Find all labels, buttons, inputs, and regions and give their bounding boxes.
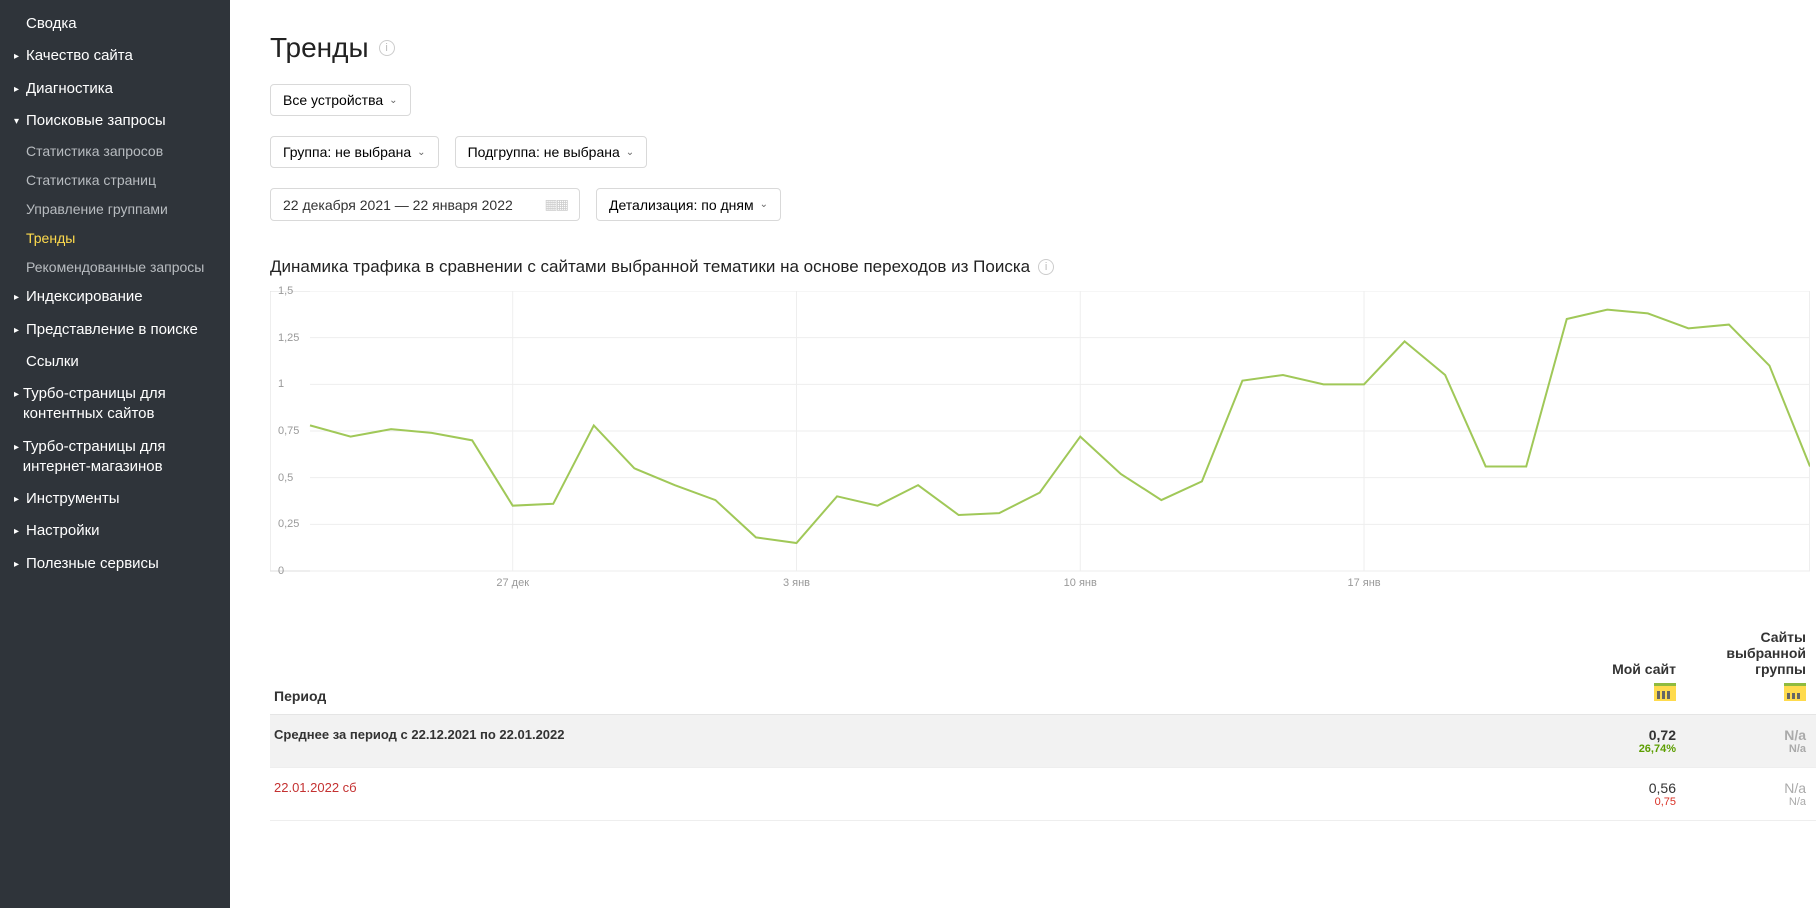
chevron-down-icon: ⌄: [417, 147, 425, 158]
detail-filter-select[interactable]: Детализация: по дням ⌄: [596, 188, 781, 221]
y-tick-label: 0,5: [278, 472, 293, 484]
sidebar-item-label: Турбо-страницы для интернет-магазинов: [23, 437, 216, 478]
subgroup-filter-select[interactable]: Подгруппа: не выбрана ⌄: [455, 136, 648, 168]
x-tick-label: 10 янв: [1064, 577, 1097, 589]
caret-icon: ▸: [14, 525, 24, 539]
sidebar-item-label: Качество сайта: [26, 46, 133, 66]
table-header-mysite: Мой сайт: [1556, 661, 1686, 704]
sidebar-item[interactable]: ▸Инструменты: [0, 483, 230, 515]
sidebar-item-label: Диагностика: [26, 79, 113, 99]
info-icon[interactable]: i: [1038, 259, 1054, 275]
sidebar: Сводка▸Качество сайта▸Диагностика▾Поиско…: [0, 0, 230, 908]
device-filter-label: Все устройства: [283, 92, 383, 108]
group-filter-label: Группа: не выбрана: [283, 144, 411, 160]
sidebar-item[interactable]: ▸Турбо-страницы для интернет-магазинов: [0, 431, 230, 484]
sidebar-item-label: Представление в поиске: [26, 320, 198, 340]
subgroup-filter-label: Подгруппа: не выбрана: [468, 144, 620, 160]
cell-period: 22.01.2022 сб: [270, 780, 1556, 808]
mini-chart-icon[interactable]: [1784, 683, 1806, 701]
detail-filter-label: Детализация: по дням: [609, 197, 754, 213]
sidebar-item-label: Настройки: [26, 521, 100, 541]
table-row[interactable]: 22.01.2022 сб0,560,75N/aN/a: [270, 768, 1816, 821]
y-tick-label: 1,25: [278, 332, 299, 344]
chart-container: 00,250,50,7511,251,527 дек3 янв10 янв17 …: [270, 291, 1816, 591]
caret-icon: ▸: [14, 291, 24, 305]
y-tick-label: 1,5: [278, 285, 293, 297]
x-tick-label: 3 янв: [783, 577, 810, 589]
cell-mysite: 0,7226,74%: [1556, 727, 1686, 755]
table-header-period: Период: [270, 688, 1556, 704]
line-chart: [270, 291, 1810, 591]
sidebar-item-label: Поисковые запросы: [26, 111, 166, 131]
page-title: Тренды i: [270, 32, 1816, 64]
cell-group: N/aN/a: [1686, 780, 1816, 808]
sidebar-sub-item[interactable]: Тренды: [0, 224, 230, 253]
calendar-icon: ▦▦: [545, 196, 567, 213]
chart-title-text: Динамика трафика в сравнении с сайтами в…: [270, 257, 1030, 277]
caret-icon: ▸: [14, 83, 24, 97]
y-tick-label: 1: [278, 378, 284, 390]
y-tick-label: 0,25: [278, 518, 299, 530]
sidebar-item[interactable]: ▸Турбо-страницы для контентных сайтов: [0, 378, 230, 431]
sidebar-sub-item[interactable]: Статистика страниц: [0, 166, 230, 195]
cell-mysite: 0,560,75: [1556, 780, 1686, 808]
page-title-text: Тренды: [270, 32, 369, 64]
table-header-row: Период Мой сайт Сайты выбранной группы: [270, 619, 1816, 715]
x-tick-label: 27 дек: [496, 577, 529, 589]
sidebar-item-label: Ссылки: [26, 352, 79, 372]
sidebar-item[interactable]: ▸Настройки: [0, 515, 230, 547]
date-range-label: 22 декабря 2021 — 22 января 2022: [283, 197, 513, 213]
sidebar-item[interactable]: Ссылки: [0, 346, 230, 378]
y-tick-label: 0,75: [278, 425, 299, 437]
table-row[interactable]: Среднее за период с 22.12.2021 по 22.01.…: [270, 715, 1816, 768]
sidebar-item[interactable]: Сводка: [0, 8, 230, 40]
caret-icon: ▸: [14, 50, 24, 64]
group-filter-select[interactable]: Группа: не выбрана ⌄: [270, 136, 439, 168]
x-tick-label: 17 янв: [1347, 577, 1380, 589]
y-tick-label: 0: [278, 565, 284, 577]
caret-icon: ▸: [14, 558, 24, 572]
chart-section-title: Динамика трафика в сравнении с сайтами в…: [270, 257, 1816, 277]
sidebar-item-label: Инструменты: [26, 489, 120, 509]
sidebar-item-label: Полезные сервисы: [26, 554, 159, 574]
table-header-group: Сайты выбранной группы: [1686, 629, 1816, 704]
caret-icon: ▸: [14, 388, 21, 402]
device-filter-select[interactable]: Все устройства ⌄: [270, 84, 411, 116]
chevron-down-icon: ⌄: [389, 95, 397, 106]
sidebar-item-label: Турбо-страницы для контентных сайтов: [23, 384, 216, 425]
sidebar-item-label: Индексирование: [26, 287, 143, 307]
sidebar-item[interactable]: ▸Полезные сервисы: [0, 548, 230, 580]
data-table: Период Мой сайт Сайты выбранной группы С…: [270, 619, 1816, 821]
sidebar-item[interactable]: ▾Поисковые запросы: [0, 105, 230, 137]
main-content: Тренды i Все устройства ⌄ Группа: не выб…: [230, 0, 1816, 908]
mini-chart-icon[interactable]: [1654, 683, 1676, 701]
cell-period: Среднее за период с 22.12.2021 по 22.01.…: [270, 727, 1556, 755]
sidebar-item-label: Сводка: [26, 14, 77, 34]
sidebar-item[interactable]: ▸Представление в поиске: [0, 314, 230, 346]
date-range-picker[interactable]: 22 декабря 2021 — 22 января 2022 ▦▦: [270, 188, 580, 221]
sidebar-sub-item[interactable]: Управление группами: [0, 195, 230, 224]
caret-icon: ▸: [14, 441, 21, 455]
sidebar-item[interactable]: ▸Качество сайта: [0, 40, 230, 72]
sidebar-sub-item[interactable]: Рекомендованные запросы: [0, 253, 230, 282]
sidebar-item[interactable]: ▸Индексирование: [0, 281, 230, 313]
sidebar-sub-item[interactable]: Статистика запросов: [0, 137, 230, 166]
sidebar-item[interactable]: ▸Диагностика: [0, 73, 230, 105]
cell-group: N/aN/a: [1686, 727, 1816, 755]
caret-icon: ▾: [14, 115, 24, 129]
info-icon[interactable]: i: [379, 40, 395, 56]
caret-icon: ▸: [14, 493, 24, 507]
chevron-down-icon: ⌄: [626, 147, 634, 158]
chevron-down-icon: ⌄: [760, 199, 768, 210]
caret-icon: ▸: [14, 324, 24, 338]
